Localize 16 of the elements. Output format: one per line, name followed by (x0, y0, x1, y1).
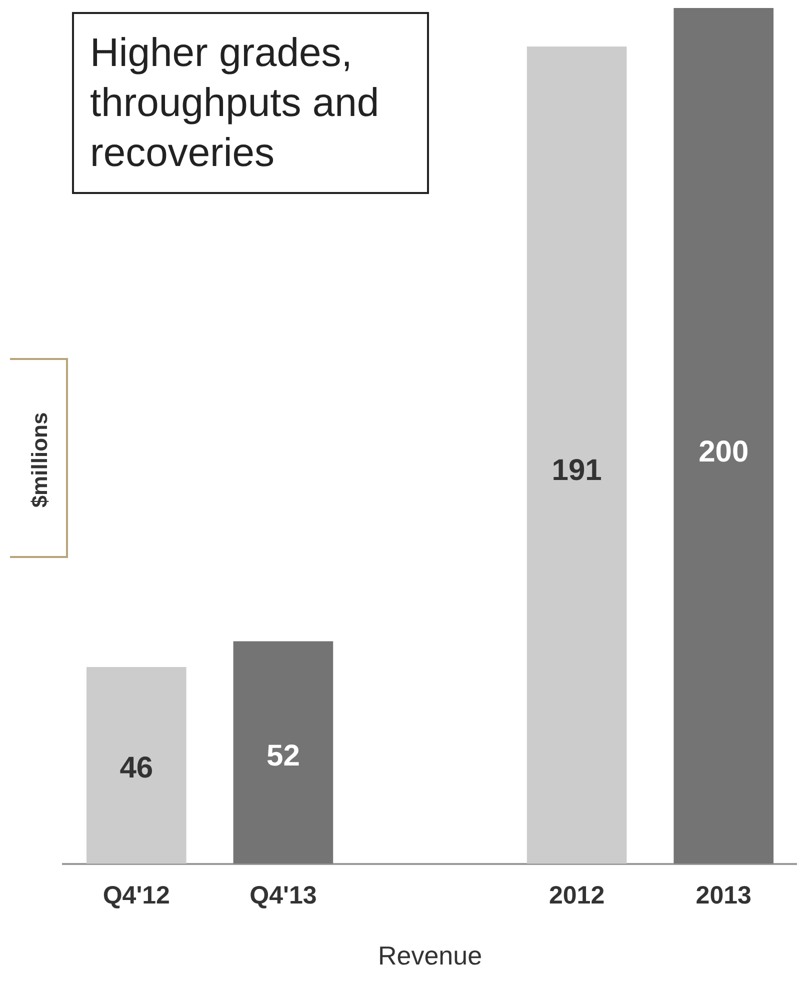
x-tick-label: Q4'12 (102, 882, 170, 910)
data-label: 52 (266, 739, 300, 772)
x-axis-title: Revenue (378, 940, 482, 971)
data-label: 191 (552, 454, 602, 487)
x-tick-label: 2013 (696, 882, 752, 910)
annotation: Higher grades, throughputs and recoveries (72, 12, 429, 194)
bracket: $millions (10, 358, 68, 558)
x-tick-label: Q4'13 (250, 882, 317, 910)
bar (86, 666, 186, 864)
bar (233, 641, 334, 864)
bar (674, 8, 774, 864)
x-tick-label: 2012 (548, 882, 605, 910)
data-label: 46 (120, 752, 154, 785)
y-axis-title: $millions (27, 412, 53, 508)
bar (526, 46, 627, 864)
data-label: 200 (698, 435, 749, 468)
